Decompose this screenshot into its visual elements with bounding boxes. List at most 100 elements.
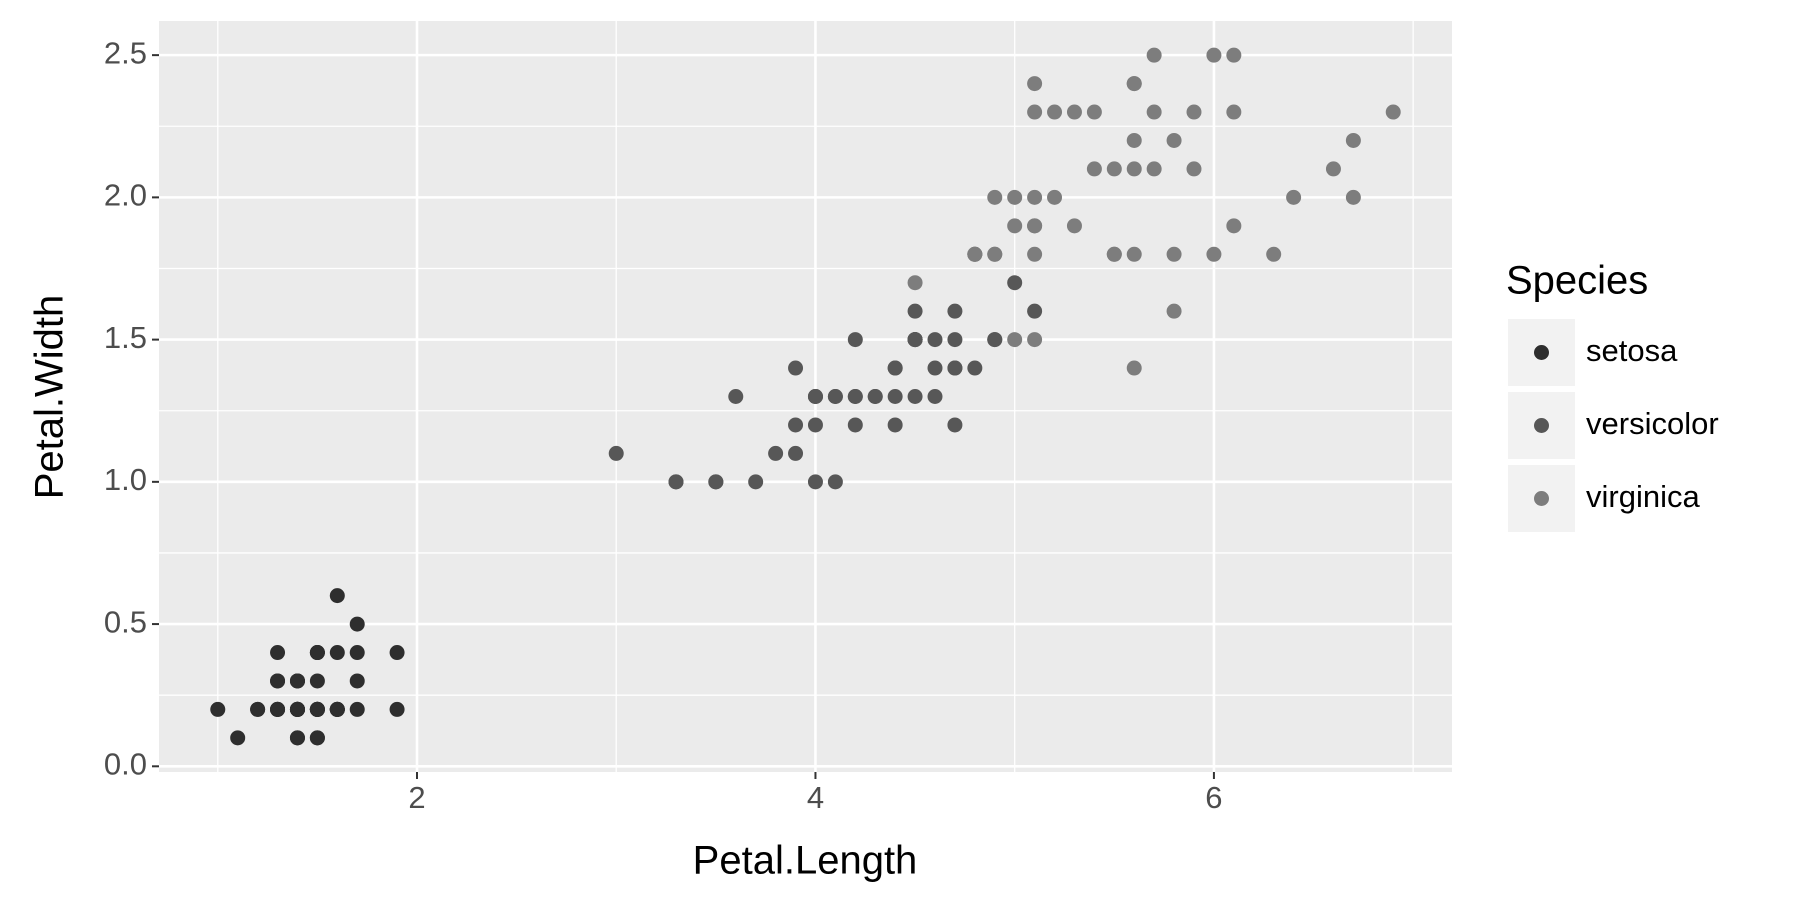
point [887, 360, 903, 376]
point [1186, 161, 1202, 177]
point [289, 673, 305, 689]
point [309, 701, 325, 717]
point [1126, 76, 1142, 92]
point [1186, 104, 1202, 120]
point [1206, 47, 1222, 63]
y-tick-label: 1.5 [104, 320, 147, 355]
point [1226, 104, 1242, 120]
y-tick-label: 1.0 [104, 462, 147, 497]
legend-label: setosa [1586, 333, 1678, 368]
point [847, 389, 863, 404]
point [1047, 189, 1063, 205]
x-tick-label: 6 [1205, 780, 1222, 815]
x-tick-label: 2 [408, 780, 425, 815]
point [389, 645, 405, 661]
point [1345, 132, 1361, 148]
point [907, 332, 923, 348]
point [1385, 104, 1401, 120]
point [987, 246, 1003, 262]
point [349, 645, 365, 661]
point [250, 701, 266, 717]
y-tick-label: 0.0 [104, 746, 147, 781]
point [1106, 161, 1122, 177]
legend-label: virginica [1586, 479, 1700, 514]
point [349, 616, 365, 632]
point [947, 332, 963, 348]
point [329, 645, 345, 661]
legend-marker [1534, 418, 1549, 433]
point [270, 645, 286, 661]
point [987, 189, 1003, 205]
point [907, 275, 923, 291]
point [668, 474, 684, 490]
point [1146, 104, 1162, 120]
point [349, 701, 365, 717]
legend-title: Species [1506, 259, 1648, 303]
point [1027, 246, 1043, 262]
point [1286, 189, 1302, 205]
point [1066, 104, 1082, 120]
x-tick-label: 4 [807, 780, 824, 815]
point [1166, 303, 1182, 319]
point [807, 474, 823, 490]
point [349, 673, 365, 689]
point [1345, 189, 1361, 205]
point [270, 673, 286, 689]
point [289, 730, 305, 746]
y-axis-title: Petal.Width [28, 295, 72, 500]
point [1146, 47, 1162, 63]
point [329, 701, 345, 717]
point [1007, 275, 1023, 291]
point [788, 417, 804, 433]
point [1007, 189, 1023, 205]
point [1325, 161, 1341, 177]
point [1086, 104, 1102, 120]
point [1027, 76, 1043, 92]
y-tick-label: 2.0 [104, 178, 147, 213]
point [1126, 246, 1142, 262]
point [907, 389, 923, 404]
point [927, 389, 943, 404]
point [847, 332, 863, 348]
point [1047, 104, 1063, 120]
point [768, 445, 784, 461]
point [270, 701, 286, 717]
point [788, 445, 804, 461]
point [807, 389, 823, 404]
point [867, 389, 883, 404]
point [289, 701, 305, 717]
point [847, 417, 863, 433]
point [728, 389, 744, 404]
point [1206, 246, 1222, 262]
point [967, 360, 983, 376]
point [748, 474, 764, 490]
point [947, 303, 963, 319]
point [1027, 303, 1043, 319]
plot-panel [159, 21, 1452, 772]
point [927, 332, 943, 348]
point [608, 445, 624, 461]
point [1226, 47, 1242, 63]
point [947, 360, 963, 376]
point [1066, 218, 1082, 234]
legend-label: versicolor [1586, 406, 1719, 441]
point [1146, 161, 1162, 177]
point [947, 417, 963, 433]
point [309, 645, 325, 661]
point [230, 730, 246, 746]
legend-marker [1534, 345, 1549, 360]
point [1007, 218, 1023, 234]
point [887, 389, 903, 404]
point [987, 332, 1003, 348]
point [329, 588, 345, 604]
point [1106, 246, 1122, 262]
point [1166, 132, 1182, 148]
point [1027, 332, 1043, 348]
point [827, 389, 843, 404]
point [1007, 332, 1023, 348]
point [907, 303, 923, 319]
point [1226, 218, 1242, 234]
point [967, 246, 983, 262]
point [788, 360, 804, 376]
